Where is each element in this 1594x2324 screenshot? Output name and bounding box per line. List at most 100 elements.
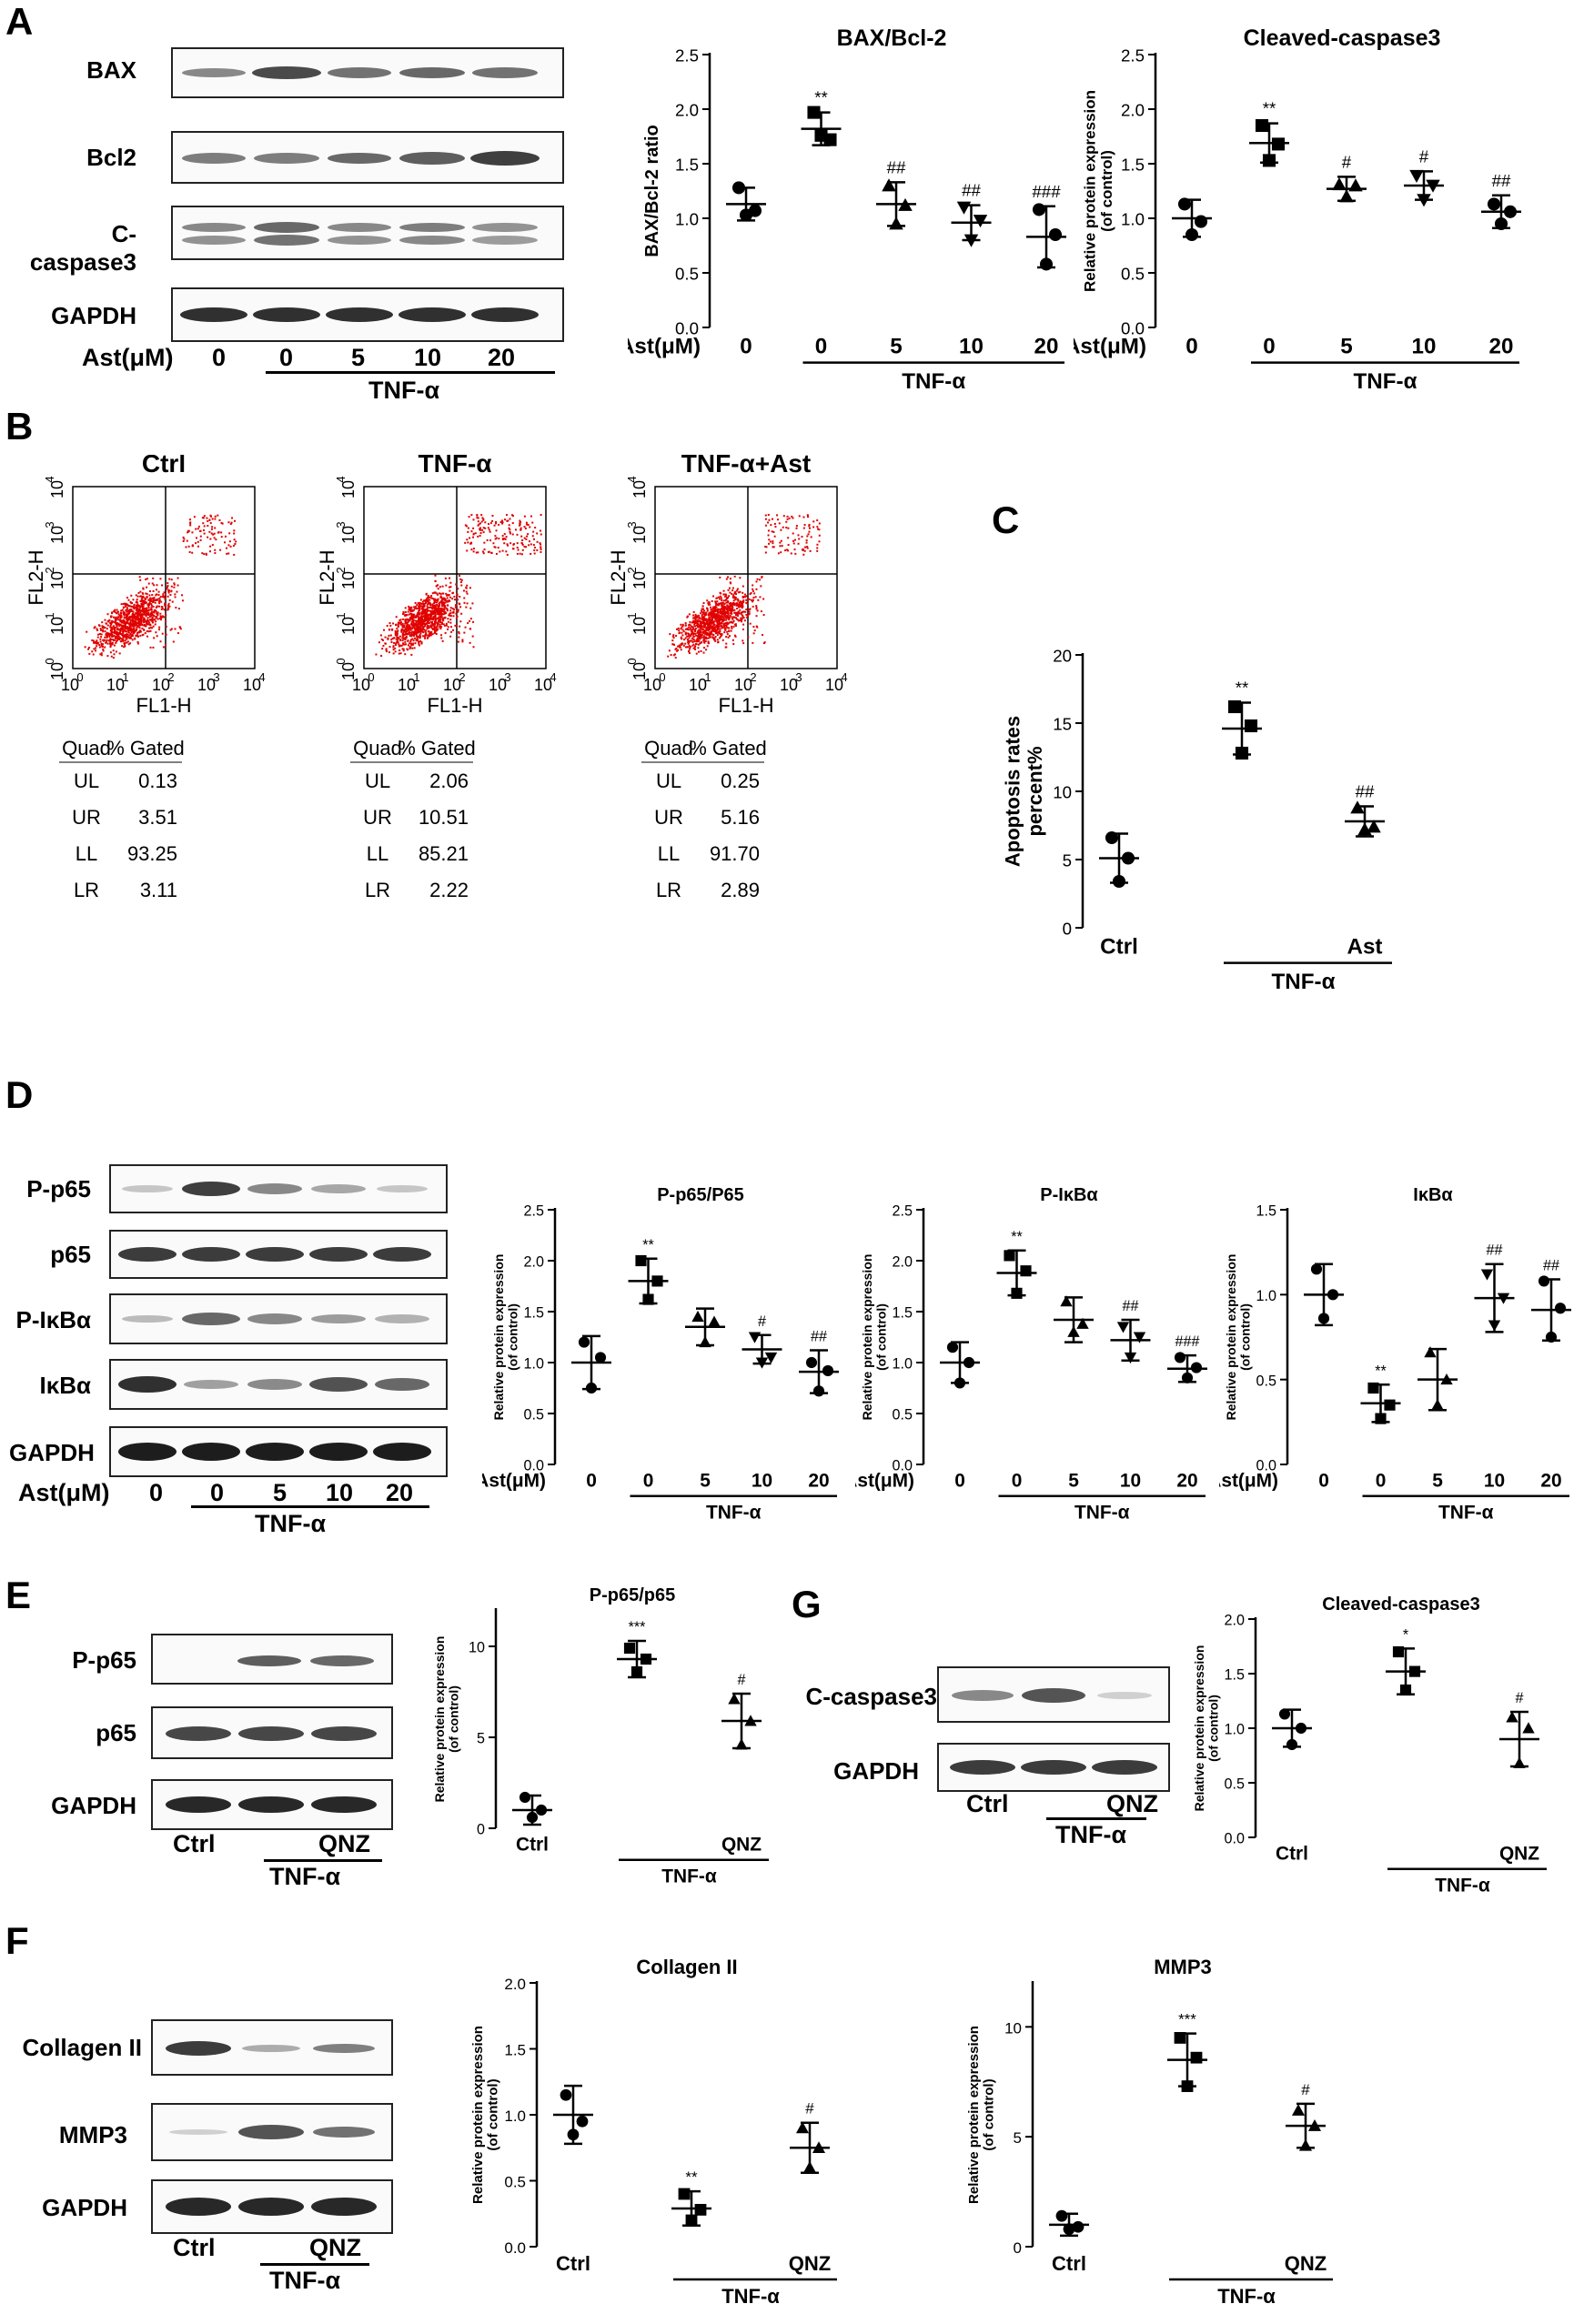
facs-dot [700,621,702,624]
facs-dot [724,629,727,631]
facs-dot [96,641,98,644]
y-tick-group: 102 [334,567,358,589]
facs-dot [126,610,128,613]
facs-dot [795,525,798,528]
facs-dot [151,582,154,585]
facs-dot [692,647,695,649]
y-tick-group: 103 [625,521,649,544]
facs-dot [404,639,407,641]
facs-dot [142,633,145,636]
facs-dot [701,608,704,610]
facs-dot [816,547,819,549]
facs-dot [142,608,145,610]
facs-dot [439,626,441,629]
facs-dot [714,610,717,613]
facs-dot [807,533,810,536]
facs-dot [458,636,460,639]
facs-dot [144,632,146,635]
facs-dot [455,617,458,619]
facs-dot [470,548,473,551]
facs-dot [730,610,732,613]
facs-dot [430,606,433,609]
facs-dot [380,638,383,640]
facs-dot [742,595,744,598]
data-point [1291,2104,1306,2116]
facs-dot [801,536,803,538]
x-tick-label: 10 [1120,1471,1141,1492]
facs-dot [96,628,98,630]
facs-dot [106,639,108,641]
facs-dot [720,592,722,595]
quad-value: 0.13 [138,770,177,792]
facs-dot [445,592,448,595]
facs-dot [745,601,748,604]
y-tick-label: 1.5 [1121,156,1145,175]
facs-dot [233,532,236,535]
facs-dot [146,613,149,616]
facs-dot [695,620,698,623]
x-tick-label: 10 [959,335,984,359]
facs-dot [755,625,758,628]
facs-dot [717,640,720,643]
data-point [1190,2051,1203,2064]
facs-plots: Ctrl100100101101102102103103104104FL1-HF… [27,455,848,901]
facs-dot [405,629,408,631]
facs-dot [157,590,160,593]
facs-dot [509,518,511,520]
facs-dot [122,627,125,629]
facs-dot [167,589,170,591]
facs-dot [755,608,758,610]
facs-dot [486,538,489,541]
facs-dot [397,625,399,628]
data-point [1278,1708,1291,1720]
facs-dot [123,636,126,639]
facs-dot [412,625,415,628]
facs-dot [498,538,500,540]
facs-dot [407,619,409,622]
facs-dot [703,647,706,649]
x-tick-label: 10 [443,676,461,694]
facs-dot [134,617,136,619]
facs-dot [687,632,690,635]
facs-dot [156,605,158,608]
data-point [1327,1289,1339,1301]
x-axis-label: Ast(μM) [1074,335,1146,359]
facs-dot [414,632,417,635]
facs-dot [449,596,452,599]
facs-dot [98,646,101,649]
facs-dot [109,644,112,647]
facs-dot [113,653,116,656]
data-point [805,1356,818,1369]
facs-dot [139,615,142,618]
facs-dot [439,601,441,604]
facs-dot [389,634,392,637]
facs-dot [707,601,710,604]
facs-dot [736,598,739,600]
y-tick-exp: 2 [625,567,639,573]
data-point [1121,851,1135,865]
facs-dot [809,527,812,529]
facs-dot [702,625,705,628]
facs-dot [508,527,510,529]
facs-dot [447,626,449,629]
facs-dot [816,543,819,546]
x-tick-label: 0 [1185,335,1197,359]
facs-dot [696,617,699,619]
facs-dot [226,552,228,555]
facs-dot [706,609,709,612]
facs-dot [716,634,719,637]
facs-dot [138,576,141,578]
y-tick-label: 10 [48,662,66,680]
blot-label: P-p65 [26,1175,91,1202]
facs-dot [159,615,162,618]
facs-dot [474,532,477,535]
dose-label: 5 [273,1479,288,1506]
facs-dot [429,631,432,634]
facs-dot [729,581,731,584]
facs-dot [793,548,796,551]
facs-dot [739,601,742,604]
facs-dot [784,549,787,552]
facs-dot [158,599,161,601]
facs-dot [479,532,482,535]
y-tick-label: 5 [1014,2129,1022,2147]
